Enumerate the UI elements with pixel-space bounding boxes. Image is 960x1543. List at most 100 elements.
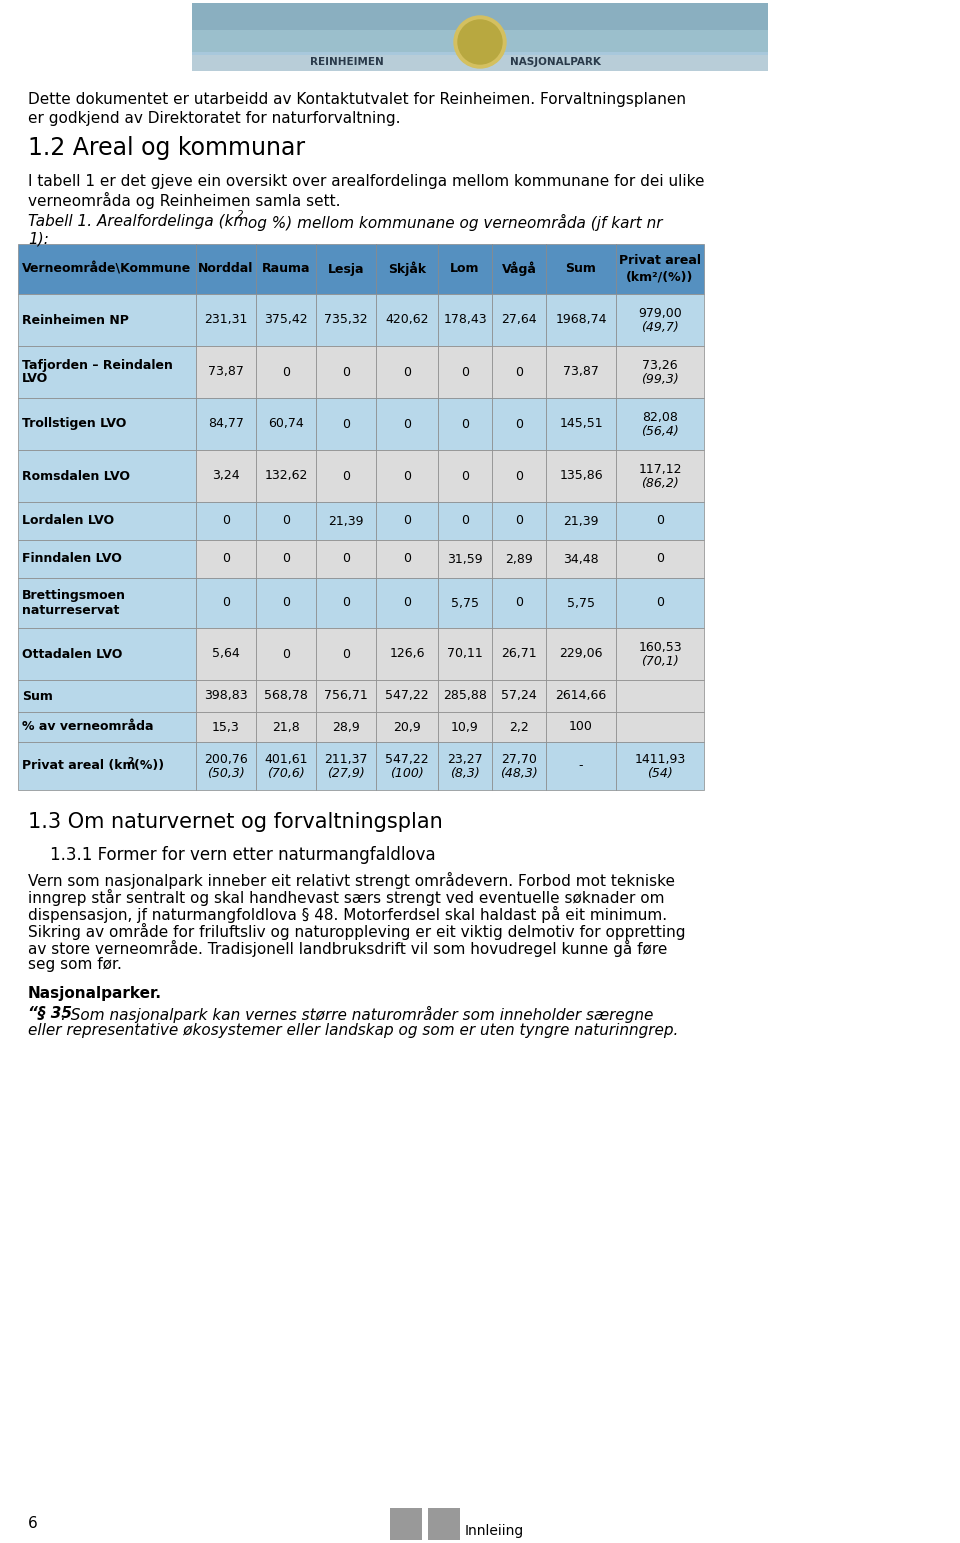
Bar <box>256 628 316 680</box>
Text: 0: 0 <box>403 514 411 528</box>
Bar <box>616 680 704 711</box>
Bar <box>616 346 704 398</box>
Text: Tafjorden – Reindalen: Tafjorden – Reindalen <box>22 358 173 372</box>
Text: 5,75: 5,75 <box>567 597 595 609</box>
Bar <box>546 295 616 346</box>
Text: 0: 0 <box>342 366 350 378</box>
Bar <box>18 244 196 295</box>
Bar <box>196 295 256 346</box>
Text: naturreservat: naturreservat <box>22 603 119 617</box>
Text: 21,39: 21,39 <box>328 514 364 528</box>
Bar <box>438 711 492 742</box>
Text: 100: 100 <box>569 721 593 733</box>
Text: 547,22: 547,22 <box>385 690 429 702</box>
Bar <box>546 244 616 295</box>
Bar <box>316 742 376 790</box>
Text: 0: 0 <box>461 366 469 378</box>
Bar <box>18 742 196 790</box>
Text: 0: 0 <box>342 469 350 483</box>
Text: Nasjonalparker.: Nasjonalparker. <box>28 986 162 1001</box>
Bar <box>376 742 438 790</box>
Bar <box>18 346 196 398</box>
Bar <box>438 501 492 540</box>
Bar <box>316 711 376 742</box>
Bar <box>438 742 492 790</box>
Text: 70,11: 70,11 <box>447 648 483 660</box>
Text: 2614,66: 2614,66 <box>556 690 607 702</box>
Text: (49,7): (49,7) <box>641 321 679 333</box>
Text: 145,51: 145,51 <box>559 418 603 430</box>
Bar <box>438 451 492 501</box>
Text: 211,37: 211,37 <box>324 753 368 765</box>
Text: 0: 0 <box>515 469 523 483</box>
Bar <box>256 295 316 346</box>
Text: 0: 0 <box>282 366 290 378</box>
Text: 28,9: 28,9 <box>332 721 360 733</box>
Bar <box>316 244 376 295</box>
Text: 756,71: 756,71 <box>324 690 368 702</box>
Text: Norddal: Norddal <box>199 262 253 276</box>
Text: 0: 0 <box>656 514 664 528</box>
Text: Rauma: Rauma <box>262 262 310 276</box>
Bar <box>376 711 438 742</box>
Text: (48,3): (48,3) <box>500 767 538 779</box>
Bar <box>316 451 376 501</box>
Text: (27,9): (27,9) <box>327 767 365 779</box>
Bar <box>546 451 616 501</box>
Bar <box>196 579 256 628</box>
Text: 0: 0 <box>403 552 411 565</box>
Text: (8,3): (8,3) <box>450 767 480 779</box>
Bar <box>428 1508 460 1540</box>
Text: 31,59: 31,59 <box>447 552 483 565</box>
Bar <box>316 579 376 628</box>
Bar <box>196 711 256 742</box>
Text: 0: 0 <box>461 514 469 528</box>
Bar <box>616 540 704 579</box>
Text: 979,00: 979,00 <box>638 307 682 319</box>
Bar <box>390 1508 422 1540</box>
Bar <box>196 540 256 579</box>
Bar <box>196 742 256 790</box>
Text: 178,43: 178,43 <box>444 313 487 327</box>
Bar <box>616 244 704 295</box>
Bar <box>492 540 546 579</box>
Text: 0: 0 <box>342 648 350 660</box>
Text: (56,4): (56,4) <box>641 424 679 438</box>
Text: 568,78: 568,78 <box>264 690 308 702</box>
Text: Verneområde\Kommune: Verneområde\Kommune <box>22 262 191 276</box>
Text: Lesja: Lesja <box>327 262 364 276</box>
Bar <box>18 295 196 346</box>
Text: 160,53: 160,53 <box>638 640 682 654</box>
Text: 21,39: 21,39 <box>564 514 599 528</box>
Text: REINHEIMEN: REINHEIMEN <box>310 57 384 66</box>
Bar <box>316 346 376 398</box>
Bar <box>18 451 196 501</box>
Bar <box>438 579 492 628</box>
Text: 0: 0 <box>342 552 350 565</box>
Bar <box>18 501 196 540</box>
Text: . Som nasjonalpark kan vernes større naturområder som inneholder særegne: . Som nasjonalpark kan vernes større nat… <box>61 1006 654 1023</box>
Bar <box>316 540 376 579</box>
Bar <box>492 451 546 501</box>
Text: 1968,74: 1968,74 <box>555 313 607 327</box>
Text: 0: 0 <box>342 597 350 609</box>
Bar <box>18 711 196 742</box>
Text: 2,89: 2,89 <box>505 552 533 565</box>
Bar <box>196 680 256 711</box>
Bar <box>376 680 438 711</box>
Text: 0: 0 <box>403 418 411 430</box>
Bar <box>256 579 316 628</box>
Text: 398,83: 398,83 <box>204 690 248 702</box>
Text: Reinheimen NP: Reinheimen NP <box>22 313 129 327</box>
Bar <box>546 742 616 790</box>
Text: 20,9: 20,9 <box>394 721 420 733</box>
Text: (54): (54) <box>647 767 673 779</box>
Text: 2: 2 <box>127 756 133 765</box>
Text: (99,3): (99,3) <box>641 372 679 386</box>
Bar <box>616 501 704 540</box>
Bar <box>196 501 256 540</box>
Text: 285,88: 285,88 <box>444 690 487 702</box>
Bar <box>316 628 376 680</box>
Text: 73,26: 73,26 <box>642 358 678 372</box>
Text: 0: 0 <box>515 514 523 528</box>
